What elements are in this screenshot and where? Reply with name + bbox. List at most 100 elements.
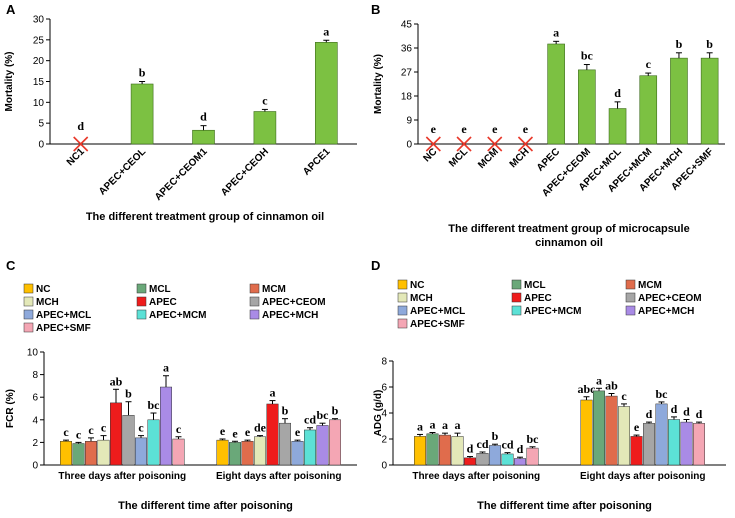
legend-label: NC xyxy=(410,280,424,291)
legend-label: APEC+SMF xyxy=(36,323,91,334)
legend-swatch xyxy=(136,283,147,294)
significance-letter: c xyxy=(88,423,94,437)
significance-letter: c xyxy=(101,421,107,435)
zero-marker-x xyxy=(425,136,441,152)
y-tick-label: 10 xyxy=(27,348,39,359)
y-tick-label: 8 xyxy=(32,370,38,381)
bar xyxy=(693,423,705,466)
bar xyxy=(668,419,680,466)
legend-label: MCL xyxy=(149,284,171,295)
legend-label: APEC+MCM xyxy=(524,306,582,317)
category-label: MCL xyxy=(447,146,470,169)
panel-b: B 0 9 18 27 36 45 Mortality (%) e NC e MCL e MCM e MCH… xyxy=(371,2,725,249)
significance-letter: a xyxy=(455,418,461,432)
y-tick-label: 0 xyxy=(32,461,38,472)
significance-letter: d xyxy=(200,110,207,124)
category-label: MCH xyxy=(508,146,532,170)
significance-letter: b xyxy=(125,387,132,401)
legend-swatch xyxy=(397,279,408,290)
legend-label: MCH xyxy=(36,297,59,308)
legend-swatch xyxy=(249,309,260,320)
bar xyxy=(160,386,172,466)
y-tick-label: 27 xyxy=(401,68,413,79)
y-tick-label: 2 xyxy=(381,435,387,446)
y-tick-label: 2 xyxy=(32,438,38,449)
bar xyxy=(291,441,304,466)
bar xyxy=(608,108,627,145)
legend-swatch xyxy=(511,305,522,316)
x-axis-title: The different treatment group of cinnamo… xyxy=(86,211,324,223)
bar xyxy=(414,436,426,466)
bar xyxy=(314,42,338,145)
significance-letter: bc xyxy=(656,387,669,401)
significance-letter: d xyxy=(696,407,703,421)
bar xyxy=(60,441,72,466)
bar xyxy=(526,447,539,466)
significance-letter: e xyxy=(523,122,529,136)
bar xyxy=(216,439,229,466)
bar xyxy=(316,425,329,466)
group-label: Eight days after poisoning xyxy=(580,471,706,482)
bar xyxy=(229,442,241,466)
y-tick-label: 30 xyxy=(33,15,45,26)
legend-swatch xyxy=(249,296,260,307)
bar xyxy=(130,83,154,145)
significance-letter: abc xyxy=(578,382,597,396)
y-tick-label: 6 xyxy=(32,393,38,404)
y-axis-title: Mortality (%) xyxy=(4,52,15,112)
significance-letter: a xyxy=(323,24,329,38)
legend-swatch xyxy=(625,292,636,303)
zero-marker-x xyxy=(456,136,472,152)
significance-letter: bc xyxy=(581,49,594,63)
significance-letter: a xyxy=(596,373,602,387)
y-tick-label: 8 xyxy=(381,357,387,368)
significance-letter: c xyxy=(621,389,627,403)
x-axis-title: The different time after poisoning xyxy=(118,500,293,512)
significance-letter: bc xyxy=(527,432,540,446)
legend-label: APEC+CEOM xyxy=(638,293,702,304)
y-axis-title: FCR (%) xyxy=(5,389,16,428)
bar xyxy=(253,111,277,145)
significance-letter: e xyxy=(492,122,498,136)
significance-letter: d xyxy=(614,86,621,100)
bar xyxy=(254,436,266,466)
bar xyxy=(630,436,643,466)
legend-swatch xyxy=(23,283,34,294)
legend-swatch xyxy=(136,296,147,307)
category-label: APEC+CEOH xyxy=(219,146,271,198)
significance-letter: c xyxy=(262,93,268,107)
legend-label: APEC+CEOM xyxy=(262,297,326,308)
category-label: MCM xyxy=(476,146,501,171)
bar xyxy=(476,453,489,466)
bar xyxy=(700,57,719,145)
y-axis-title: ADG (g/d) xyxy=(373,390,384,437)
group-label: Three days after poisoning xyxy=(412,471,540,482)
significance-letter: cd xyxy=(477,437,489,451)
bar xyxy=(72,443,85,466)
legend-label: APEC+SMF xyxy=(410,319,465,330)
bar xyxy=(97,439,110,466)
panel-letter-d: D xyxy=(371,258,380,273)
significance-letter: b xyxy=(282,404,289,418)
significance-letter: b xyxy=(706,37,713,51)
panel-a: A 0 5 10 15 20 25 30 Mortality (%) d NC1 b APEC+CEO… xyxy=(4,2,357,223)
category-label: NC1 xyxy=(65,146,87,168)
legend-label: APEC+MCH xyxy=(262,310,318,321)
significance-letter: e xyxy=(295,425,301,439)
legend-label: MCL xyxy=(524,280,546,291)
significance-letter: b xyxy=(332,404,339,418)
y-axis-title: Mortality (%) xyxy=(373,54,384,114)
significance-letter: c xyxy=(76,427,82,441)
significance-letter: c xyxy=(176,422,182,436)
significance-letter: de xyxy=(254,421,267,435)
legend-swatch xyxy=(23,322,34,333)
bar xyxy=(639,75,658,145)
y-tick-label: 20 xyxy=(33,56,45,67)
significance-letter: a xyxy=(430,418,436,432)
legend-swatch xyxy=(397,318,408,329)
bar xyxy=(580,399,593,466)
bar xyxy=(655,403,668,466)
bar xyxy=(670,57,688,145)
significance-letter: c xyxy=(63,425,69,439)
